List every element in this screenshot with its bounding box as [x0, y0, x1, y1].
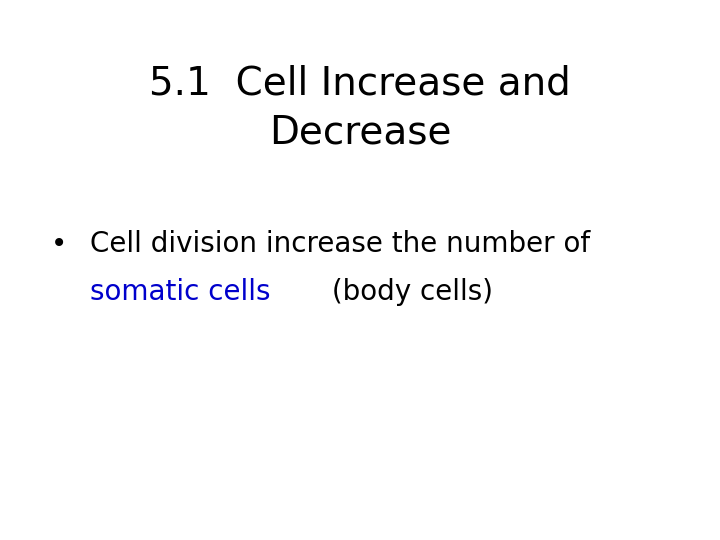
Text: somatic cells: somatic cells — [90, 278, 271, 306]
Text: Cell division increase the number of: Cell division increase the number of — [90, 230, 590, 258]
Text: (body cells): (body cells) — [323, 278, 493, 306]
Text: 5.1  Cell Increase and
Decrease: 5.1 Cell Increase and Decrease — [149, 65, 571, 151]
Text: •: • — [50, 230, 67, 258]
